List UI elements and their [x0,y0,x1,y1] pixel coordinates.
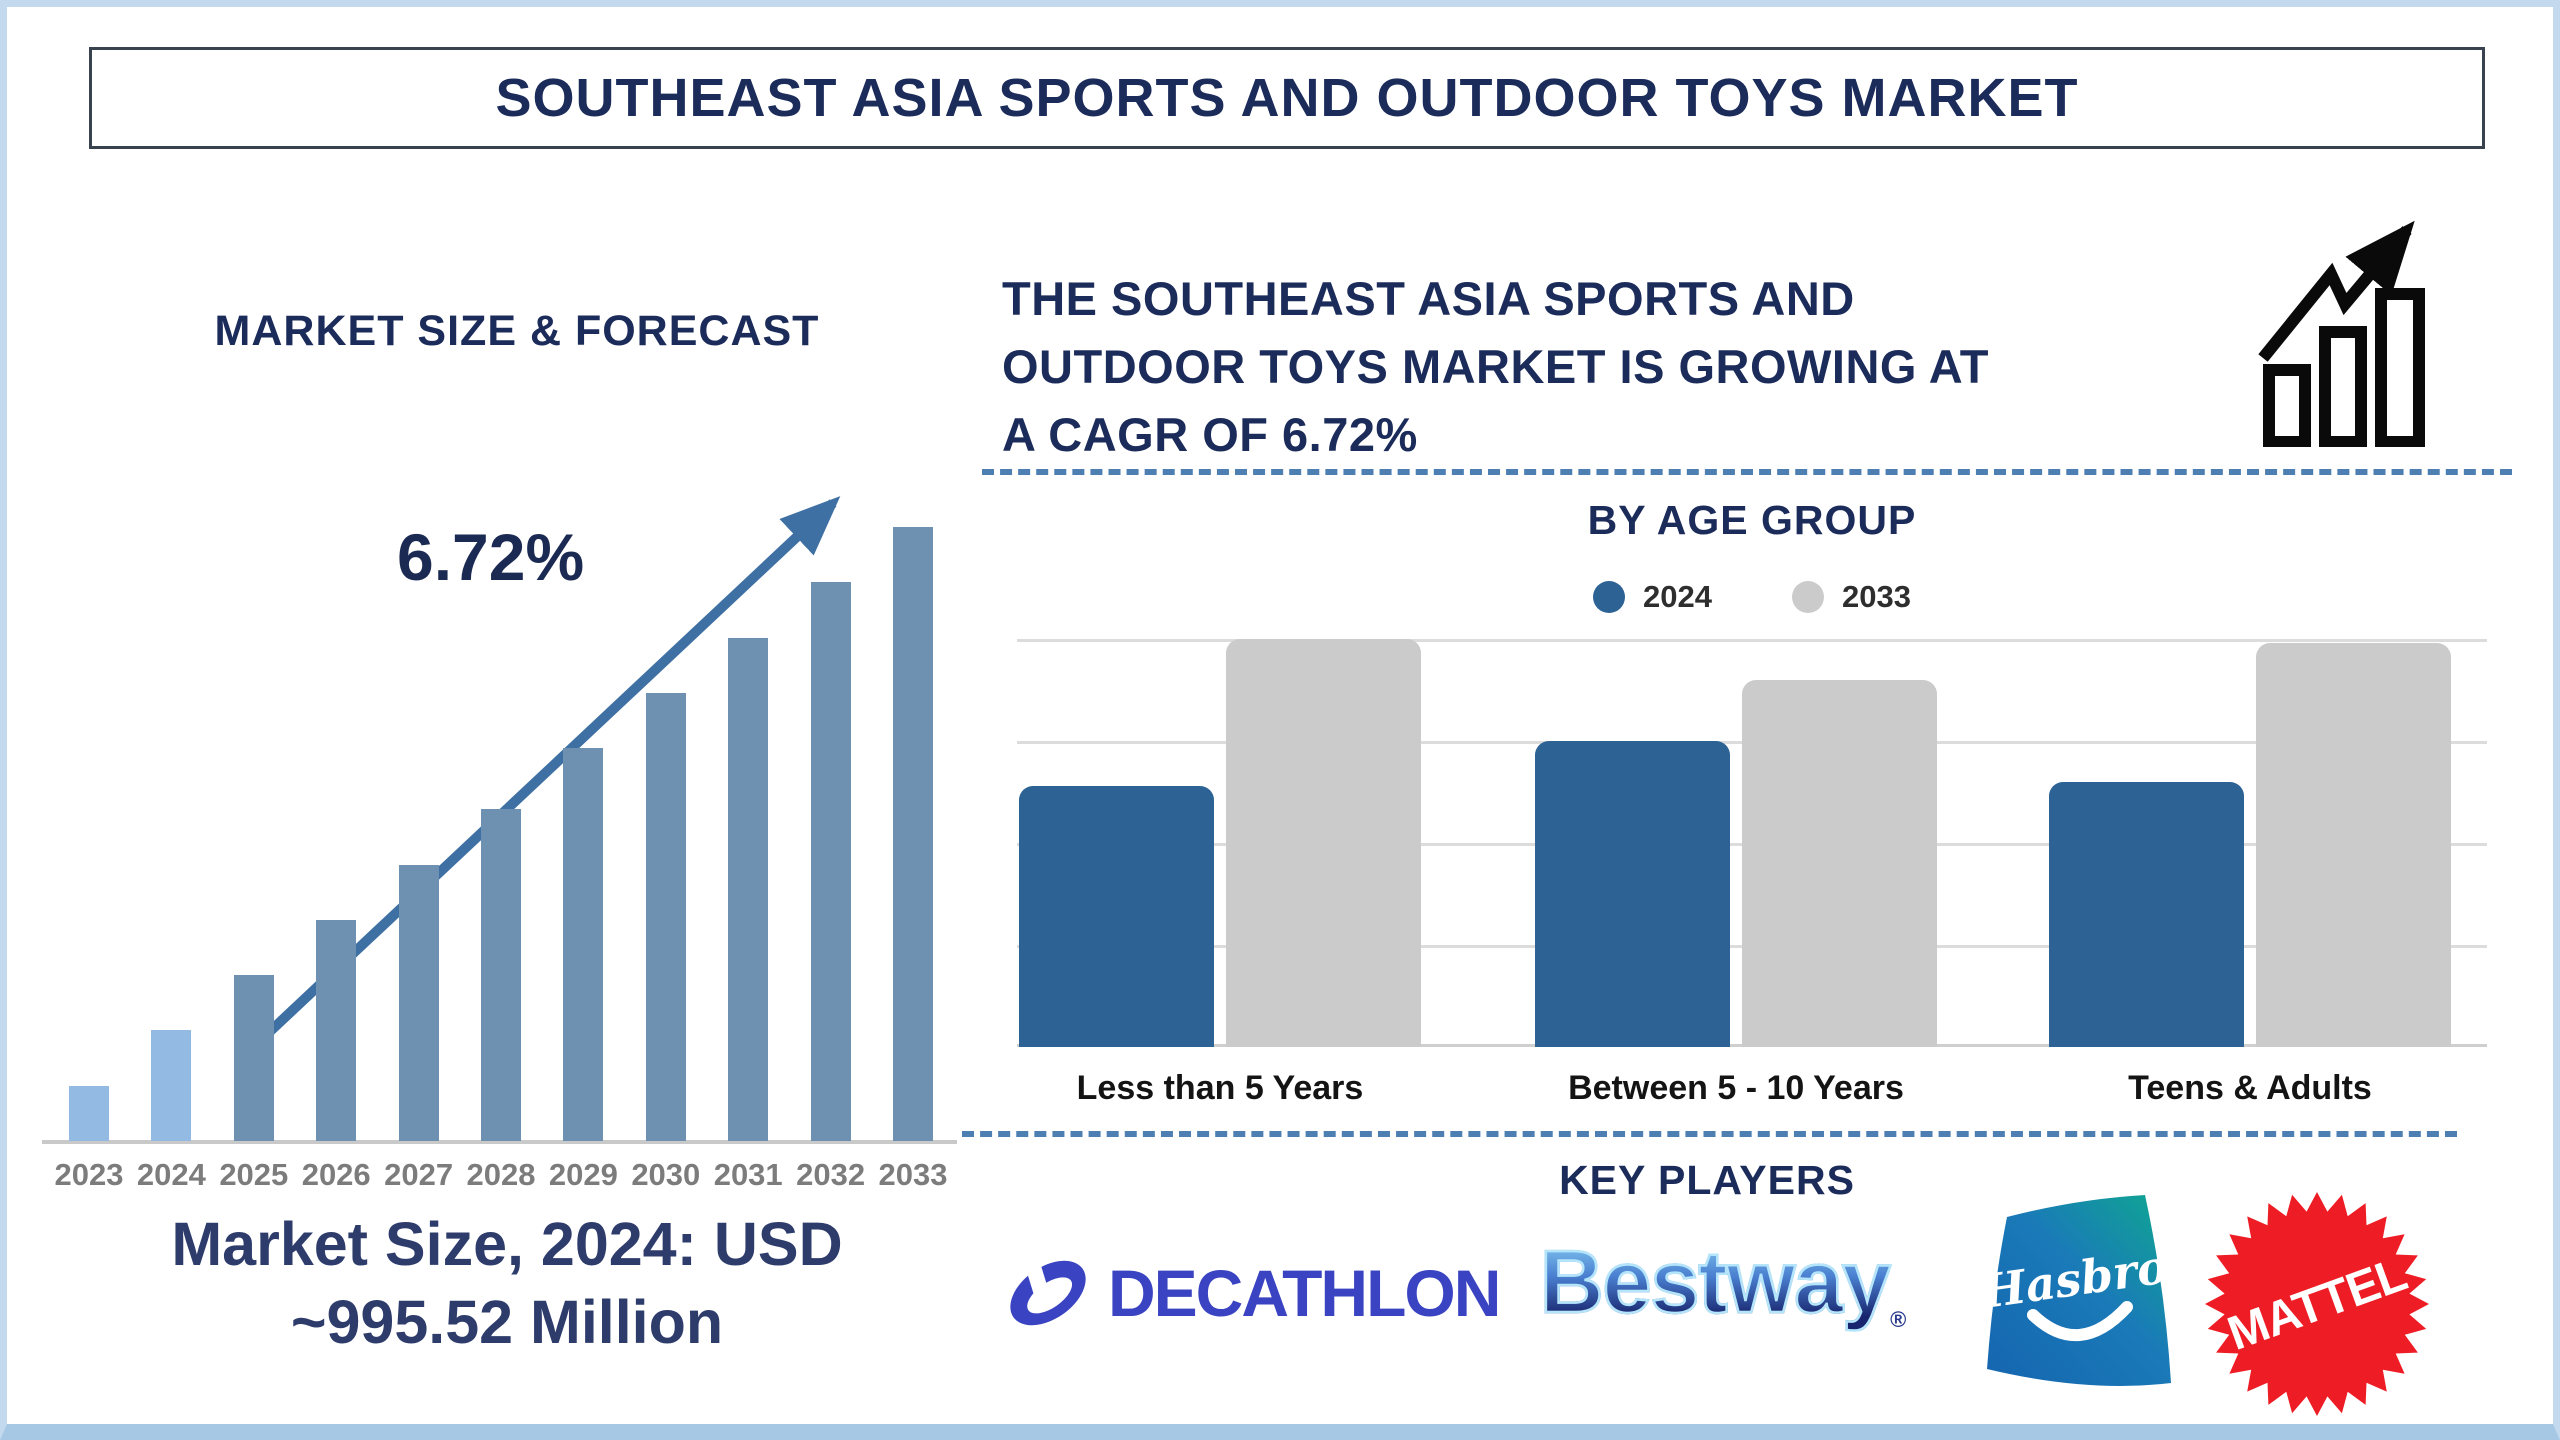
forecast-bar-2031 [728,637,769,1141]
year-label-2027: 2027 [384,1157,454,1192]
year-label-2033: 2033 [878,1157,948,1192]
forecast-bar-2029 [563,748,604,1141]
dashed-divider-bottom [962,1131,2457,1137]
year-label-2025: 2025 [219,1157,289,1192]
year-label-2030: 2030 [631,1157,701,1192]
legend-label-2024: 2024 [1643,579,1712,614]
year-label-2028: 2028 [466,1157,536,1192]
mattel-logo: MATTEL [2205,1192,2429,1416]
age-bar-2033-3 [2256,643,2451,1047]
forecast-bar-2026 [316,919,357,1141]
legend-dot-2033 [1792,581,1824,613]
year-label-2023: 2023 [54,1157,124,1192]
key-players-logos: DECATHLON Bestway® Hasbro MATTEL [992,1187,2502,1427]
legend-label-2033: 2033 [1842,579,1911,614]
age-bar-2024-1 [1019,785,1214,1047]
growth-statement-line1: THE SOUTHEAST ASIA SPORTS AND [1002,272,1855,325]
age-group-title: BY AGE GROUP [1587,497,1917,543]
key-players-heading: KEY PLAYERS [1559,1157,1855,1203]
decathlon-logo: DECATHLON [1000,1245,1501,1341]
growth-statement-line2: OUTDOOR TOYS MARKET IS GROWING AT [1002,340,1989,393]
legend-dot-2024 [1593,581,1626,613]
forecast-bar-2033 [893,527,933,1141]
age-category-label-1: Less than 5 Years [1076,1069,1364,1107]
forecast-bar-2024 [151,1030,192,1141]
growth-statement: THE SOUTHEAST ASIA SPORTS AND OUTDOOR TO… [1002,265,2342,469]
market-forecast-chart: 2023 2024 2025 2026 2027 2028 2029 2030 2031 2032… [42,527,967,1192]
age-bar-2024-3 [2049,781,2244,1047]
gridline [1017,639,2487,642]
year-label-2032: 2032 [796,1157,866,1192]
growth-statement-line3: A CAGR OF 6.72% [1002,408,1418,461]
forecast-bar-2032 [810,582,851,1141]
bestway-wordmark: Bestway [1539,1231,1893,1333]
legend-item-2033: 2033 [1792,579,1911,615]
bestway-logo: Bestway® [1539,1231,1907,1333]
legend-item-2024: 2024 [1593,579,1712,615]
title-box: SOUTHEAST ASIA SPORTS AND OUTDOOR TOYS M… [89,47,2485,149]
forecast-bar-2030 [645,692,686,1141]
age-group-chart: Less than 5 Years Between 5 - 10 Years Tee… [1017,639,2487,1107]
market-forecast-heading: MARKET SIZE & FORECAST [214,307,820,355]
market-size-note-line1: Market Size, 2024: USD [171,1210,843,1278]
year-label-2029: 2029 [548,1157,618,1192]
cagr-annotation: 6.72% [397,520,585,594]
age-bar-2033-1 [1226,639,1421,1047]
forecast-bar-2025 [233,975,274,1141]
forecast-bar-2023 [69,1085,109,1141]
age-group-legend: 2024 2033 [1017,579,2487,615]
age-bar-2033-2 [1742,679,1937,1047]
x-axis-line [42,1140,957,1144]
age-bar-2024-2 [1535,741,1730,1047]
decathlon-swoosh-icon [1010,1260,1086,1326]
year-label-2024: 2024 [136,1157,206,1192]
year-label-2026: 2026 [301,1157,371,1192]
market-size-note-line2: ~995.52 Million [290,1288,724,1356]
bestway-registered-mark: ® [1890,1307,1907,1332]
market-size-note: Market Size, 2024: USD ~995.52 Million [47,1205,967,1361]
forecast-bar-2028 [481,809,521,1141]
age-category-label-2: Between 5 - 10 Years [1568,1069,1904,1107]
decathlon-wordmark: DECATHLON [1108,1256,1501,1330]
mattel-starburst [2205,1192,2429,1416]
page-title: SOUTHEAST ASIA SPORTS AND OUTDOOR TOYS M… [495,68,2079,128]
growth-bars-icon [2258,220,2425,447]
forecast-bar-2027 [398,864,439,1141]
hasbro-logo: Hasbro [1977,1195,2171,1386]
age-category-label-3: Teens & Adults [2128,1069,2372,1107]
year-label-2031: 2031 [713,1157,783,1192]
dashed-divider-top [982,469,2512,475]
